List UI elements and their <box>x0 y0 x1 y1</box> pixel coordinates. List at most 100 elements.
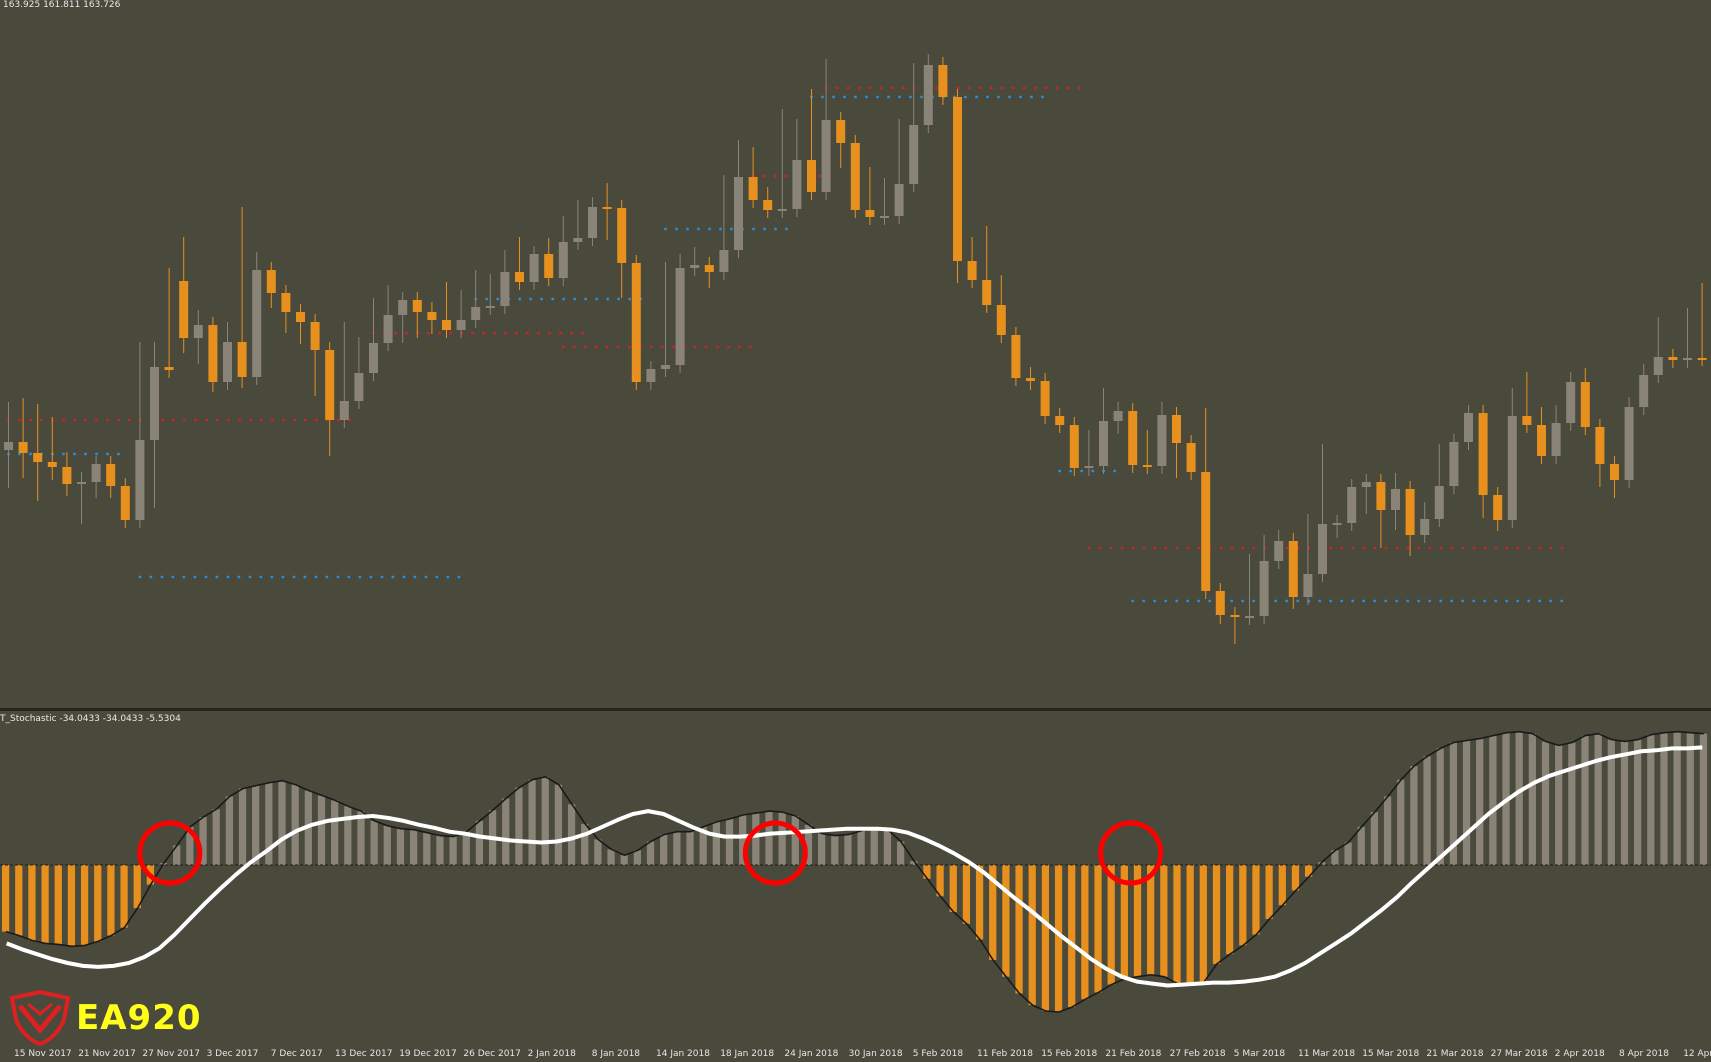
candle <box>1186 435 1196 480</box>
time-axis-label: 15 Mar 2018 <box>1362 1049 1420 1059</box>
candle <box>1522 372 1532 433</box>
histogram-bar <box>1081 865 1089 1000</box>
histogram-bar <box>423 832 431 865</box>
candle <box>193 310 203 364</box>
histogram-bar <box>1699 733 1708 865</box>
candle <box>1245 554 1254 625</box>
panel-divider[interactable] <box>0 708 1711 711</box>
histogram-bar <box>686 831 694 865</box>
histogram-bar <box>1528 733 1536 865</box>
candle <box>296 304 305 344</box>
histogram-bar <box>344 806 352 865</box>
candle <box>821 59 831 200</box>
histogram-bar <box>1357 826 1365 865</box>
candle <box>442 282 451 338</box>
histogram-bar <box>660 834 668 865</box>
candle <box>704 257 714 288</box>
candle <box>1069 417 1079 476</box>
candle <box>1639 364 1649 415</box>
histogram-bar <box>1226 865 1234 955</box>
time-axis-label: 19 Dec 2017 <box>399 1049 457 1059</box>
histogram-bar <box>41 865 49 944</box>
candle <box>631 255 641 390</box>
candle <box>1464 405 1473 450</box>
time-axis-label: 15 Nov 2017 <box>14 1049 72 1059</box>
candle <box>1420 502 1430 543</box>
histogram-bar <box>1581 735 1589 865</box>
candle <box>1697 283 1707 366</box>
candle <box>646 361 656 390</box>
histogram-bar <box>791 816 799 865</box>
crossover-marker <box>1098 820 1164 886</box>
resistance-level <box>824 86 1081 90</box>
time-axis-label: 5 Mar 2018 <box>1233 1049 1286 1059</box>
histogram-bar <box>1094 865 1102 993</box>
price-chart[interactable] <box>0 0 1711 708</box>
histogram-bar <box>120 865 128 928</box>
time-axis-label: 2 Jan 2018 <box>527 1049 576 1059</box>
histogram-bar <box>383 825 391 865</box>
candle <box>967 237 977 288</box>
histogram-bar <box>1370 812 1379 865</box>
candle <box>1434 444 1444 527</box>
histogram-bar <box>896 841 905 865</box>
candle <box>77 472 86 524</box>
histogram-bar <box>1291 865 1300 891</box>
histogram-bar <box>1541 741 1550 865</box>
time-axis-label: 8 Apr 2018 <box>1619 1049 1669 1059</box>
histogram-bar <box>1660 732 1668 865</box>
candle <box>1580 368 1590 435</box>
stochastic-indicator-panel[interactable] <box>0 711 1711 1046</box>
histogram-bar <box>15 865 23 936</box>
candle <box>953 89 962 283</box>
histogram-bar <box>857 830 865 865</box>
support-level <box>7 452 120 456</box>
histogram-bar <box>923 865 931 879</box>
histogram-bar <box>436 835 444 865</box>
candle <box>1113 402 1123 434</box>
histogram-bar <box>752 813 760 865</box>
support-level <box>138 575 461 579</box>
time-axis-label: 7 Dec 2017 <box>270 1049 323 1059</box>
histogram-bar <box>594 839 602 865</box>
crossover-marker <box>742 820 808 886</box>
candle <box>106 456 116 498</box>
histogram-bar <box>1212 865 1221 964</box>
histogram-bar <box>1028 865 1036 1006</box>
candle <box>734 140 743 258</box>
candle <box>661 262 670 377</box>
histogram-bar <box>1278 865 1286 906</box>
histogram-bar <box>1002 865 1010 977</box>
histogram-bar <box>67 865 76 947</box>
candle <box>4 402 13 488</box>
crossover-marker <box>137 820 203 886</box>
time-axis-label: 15 Feb 2018 <box>1041 1049 1098 1059</box>
histogram-bar <box>1265 865 1273 919</box>
candle <box>792 119 802 217</box>
histogram-bar <box>1041 865 1050 1012</box>
time-axis-label: 21 Feb 2018 <box>1105 1049 1162 1059</box>
candle <box>1318 444 1327 582</box>
candle <box>1449 434 1459 494</box>
candle <box>135 342 145 528</box>
histogram-bar <box>778 812 786 865</box>
histogram-bar <box>975 865 984 940</box>
time-axis-label: 27 Feb 2018 <box>1169 1049 1226 1059</box>
histogram-bar <box>1476 738 1484 865</box>
histogram-bar <box>1173 865 1181 984</box>
stochastic-histogram <box>2 731 1708 1012</box>
candle <box>18 398 28 478</box>
histogram-bar <box>1054 865 1063 1012</box>
stochastic-signal-line <box>5 745 1703 988</box>
histogram-bar <box>357 811 365 865</box>
candle <box>529 246 539 290</box>
candle <box>456 290 466 338</box>
candle <box>617 200 627 298</box>
candle <box>1537 407 1546 464</box>
time-axis-label: 26 Dec 2017 <box>463 1049 521 1059</box>
candle <box>164 268 174 378</box>
resistance-level <box>1087 546 1564 550</box>
candle <box>398 292 408 343</box>
histogram-bar <box>94 865 102 942</box>
